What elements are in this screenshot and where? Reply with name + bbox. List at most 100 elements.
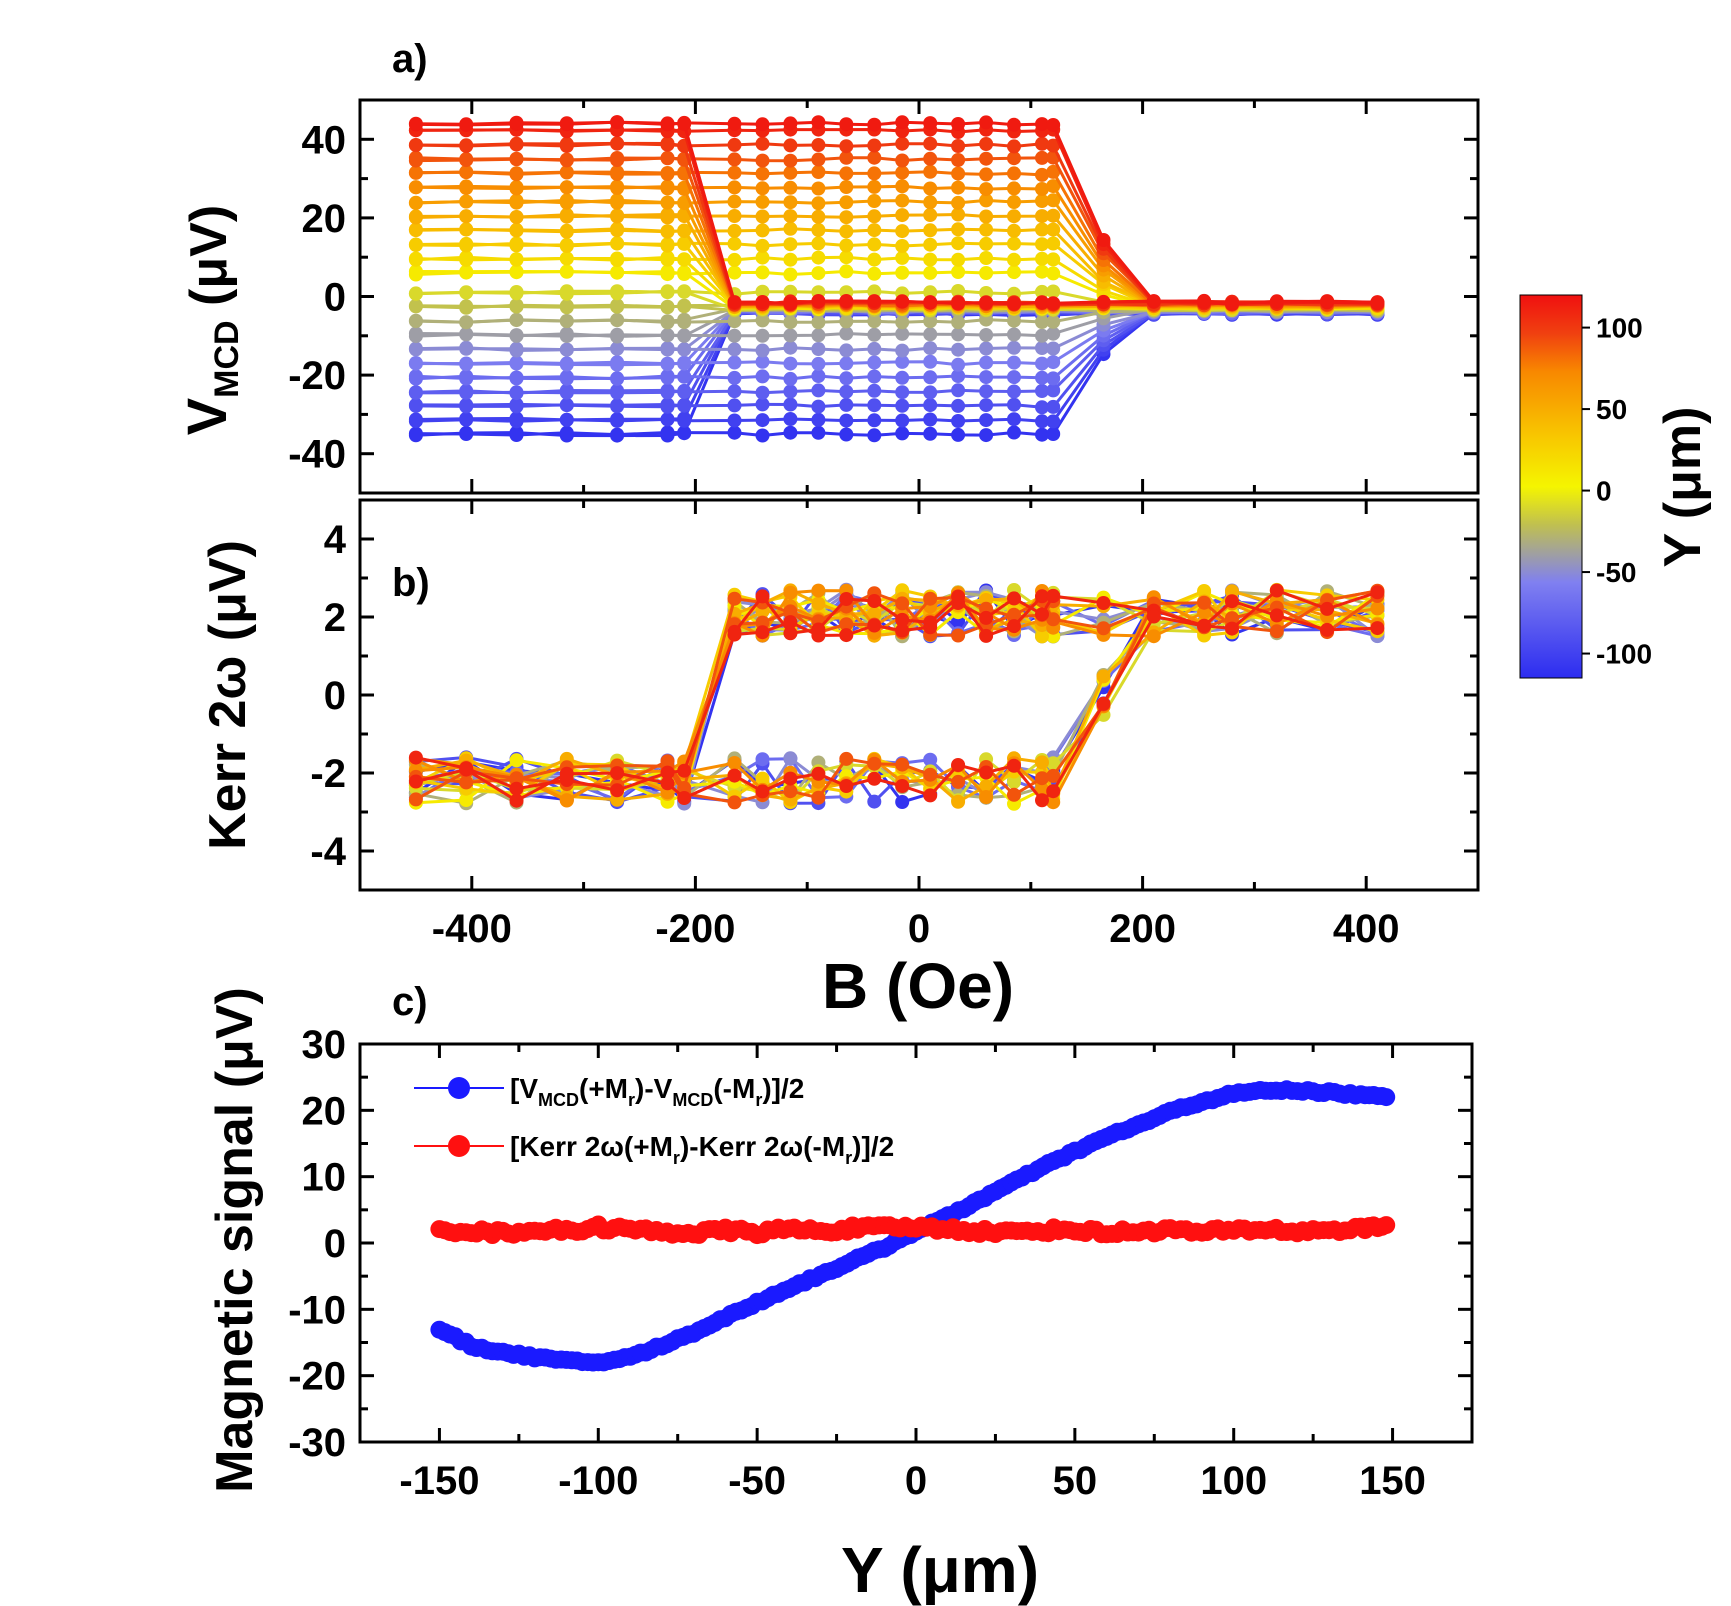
panel-a-point xyxy=(408,116,423,131)
panel-a-point xyxy=(610,251,625,266)
panel-b-point xyxy=(727,795,742,810)
panel-a-point xyxy=(610,193,625,208)
panel-a-point xyxy=(1046,326,1061,341)
panel-a-point xyxy=(839,195,854,210)
panel-b-point xyxy=(895,612,910,627)
panel-a-point xyxy=(1046,427,1061,441)
panel-a-point xyxy=(867,223,882,238)
panel-b-point xyxy=(951,794,966,809)
panel-a-point xyxy=(1035,167,1049,182)
panel-a-point xyxy=(408,298,423,313)
panel-a-point xyxy=(951,139,966,153)
panel-b-point xyxy=(839,628,854,643)
panel-a-point xyxy=(839,294,854,308)
panel-a-point xyxy=(755,250,770,265)
panel-a-point xyxy=(459,222,474,237)
panel-a-point xyxy=(867,327,882,342)
panel-a-point xyxy=(755,369,770,384)
panel-c-ytick-label: 20 xyxy=(302,1089,347,1133)
panel-a-point xyxy=(979,193,994,208)
panel-a-point xyxy=(408,165,423,180)
panel-a-point xyxy=(783,138,798,153)
panel-b-point xyxy=(459,775,474,790)
panel-a-point xyxy=(1046,222,1061,237)
panel-a-point xyxy=(839,371,854,386)
colorbar: 100 50 0 -50 -100 Y (μm) xyxy=(1519,294,1712,679)
panel-a-point xyxy=(1007,166,1021,181)
panel-b-point xyxy=(677,791,692,805)
panel-a-point xyxy=(1046,414,1061,429)
panel-a-point xyxy=(408,329,423,344)
panel-b-point xyxy=(408,774,423,789)
panel-b-point xyxy=(1007,758,1021,773)
panel-b-point xyxy=(755,589,770,604)
panel-a-point xyxy=(811,328,826,343)
panel-c-xlabel: Y (μm) xyxy=(841,1534,1039,1606)
panel-a-point xyxy=(660,238,675,253)
panel-a-point xyxy=(459,152,474,167)
panel-a-point xyxy=(839,180,854,194)
panel-a-point xyxy=(727,252,742,267)
panel-a-point xyxy=(660,397,675,412)
panel-a-point xyxy=(755,313,770,328)
panel-a-point xyxy=(783,371,798,386)
panel-a-point xyxy=(559,314,574,329)
panel-b-point xyxy=(895,757,910,772)
panel-a-point xyxy=(727,223,742,238)
panel-a-point xyxy=(895,370,910,385)
panel-a-point xyxy=(1035,295,1049,310)
panel-a-ytick-label: 0 xyxy=(324,276,346,320)
panel-a-point xyxy=(811,315,826,330)
panel-a-point xyxy=(610,329,625,344)
panel-b-point xyxy=(839,617,854,632)
panel-a-point xyxy=(1035,182,1049,196)
panel-a-point xyxy=(610,165,625,180)
panel-a-point xyxy=(867,369,882,384)
panel-b-point xyxy=(1096,621,1111,636)
panel-a-point xyxy=(660,315,675,330)
panel-a-point xyxy=(895,294,910,309)
panel-a-point xyxy=(923,237,938,252)
panel-a-point xyxy=(755,238,770,253)
panel-c-ytick-label: -10 xyxy=(288,1288,346,1332)
legend-vmcd-text: [VMCD(+Mr)-VMCD(-Mr)]/2 xyxy=(510,1073,804,1110)
panel-a-point xyxy=(610,357,625,372)
panel-a-point xyxy=(1035,427,1049,442)
panel-a-point xyxy=(979,328,994,342)
panel-a-point xyxy=(660,117,675,132)
panel-b-point xyxy=(408,792,423,807)
panel-a-ticks: -40 -20 0 20 40 xyxy=(288,100,1478,493)
panel-a-point xyxy=(951,342,966,357)
panel-a-series-line xyxy=(415,142,1378,307)
panel-a-point xyxy=(610,151,625,165)
panel-a-point xyxy=(811,209,826,224)
panel-a-point xyxy=(755,153,770,168)
panel-a-point xyxy=(408,150,423,165)
panel-a-point xyxy=(783,195,798,210)
panel-a-point xyxy=(839,250,854,265)
panel-a-point xyxy=(459,209,474,224)
panel-a-point xyxy=(839,166,854,181)
panel-b-point xyxy=(1046,795,1061,810)
panel-b-ticks: -4 -2 0 2 4 -400 -200 0 200 400 xyxy=(310,500,1478,951)
panel-b-point xyxy=(923,752,938,767)
panel-b-point xyxy=(895,623,910,638)
panel-a-point xyxy=(1046,355,1061,370)
panel-a: -40 -20 0 20 40 a) VMCD (μV) xyxy=(175,37,1480,495)
panel-a-point xyxy=(867,179,882,194)
panel-a-point xyxy=(1096,294,1111,309)
panel-a-point xyxy=(559,264,574,279)
panel-a-point xyxy=(559,223,574,238)
panel-a-point xyxy=(755,397,770,412)
panel-b-point xyxy=(979,790,994,804)
panel-a-point xyxy=(727,384,742,399)
panel-a-point xyxy=(459,315,474,330)
panel-a-point xyxy=(610,371,625,386)
panel-a-point xyxy=(1046,341,1061,356)
panel-a-point xyxy=(923,136,938,151)
panel-a-point xyxy=(1035,117,1049,132)
panel-b-point xyxy=(727,756,742,770)
panel-b-point xyxy=(1007,591,1021,606)
panel-a-point xyxy=(509,180,524,195)
panel-a-point xyxy=(727,370,742,385)
